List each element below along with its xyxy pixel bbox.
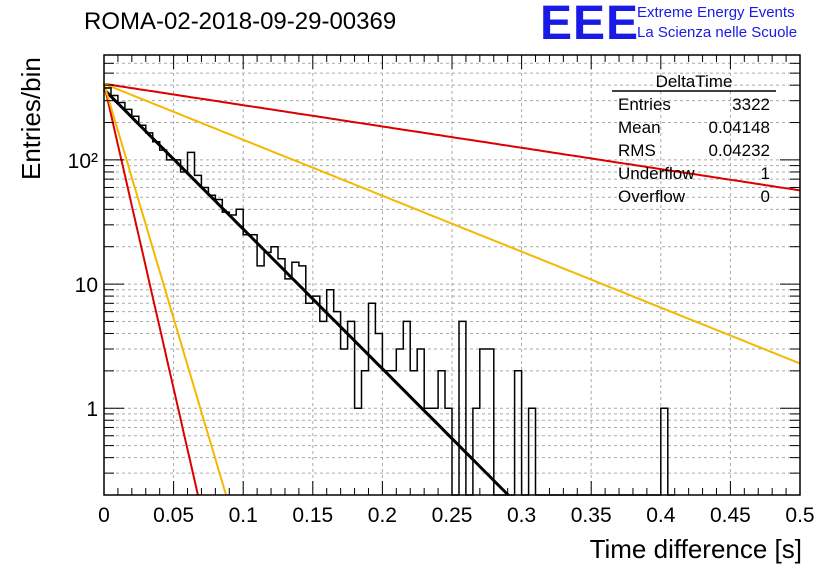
x-axis-label: Time difference [s] <box>589 534 802 564</box>
y-tick-label: 10 <box>75 274 98 297</box>
x-tick-label: 0.15 <box>292 504 333 527</box>
fit-curve <box>103 83 199 496</box>
stats-label: Mean <box>618 118 661 137</box>
x-tick-label: 0.5 <box>785 504 814 527</box>
stats-label: Overflow <box>618 187 686 206</box>
fit-curve <box>103 83 228 496</box>
fit-curve <box>103 82 801 192</box>
stats-value: 1 <box>761 164 770 183</box>
stats-box: DeltaTime Entries 3322 Mean 0.04148 RMS 0.042… <box>612 72 776 206</box>
histogram-outline <box>103 87 675 496</box>
stats-value: 0.04232 <box>709 141 770 160</box>
y-tick-label: 1 <box>86 398 98 421</box>
x-tick-label: 0.25 <box>432 504 473 527</box>
logo-subtitle-2: La Scienza nelle Scuole <box>637 24 798 41</box>
stats-title: DeltaTime <box>656 72 733 91</box>
stats-value: 3322 <box>732 95 770 114</box>
fit-curves <box>102 82 801 497</box>
x-tick-label: 0.35 <box>571 504 612 527</box>
x-tick-label: 0.1 <box>229 504 258 527</box>
chart-title: ROMA-02-2018-09-29-00369 <box>84 8 397 35</box>
x-tick-label: 0.2 <box>368 504 397 527</box>
x-tick-label: 0.45 <box>710 504 751 527</box>
tick-labels: 0 0.05 0.1 0.15 0.2 0.25 0.3 0.35 0.4 0.45 0.51101… <box>68 150 815 527</box>
histogram-bars <box>103 87 675 496</box>
stats-label: Underflow <box>618 164 695 183</box>
eee-logo: EEE <box>540 0 640 50</box>
stats-value: 0 <box>761 187 770 206</box>
y-axis-label: Entries/bin <box>16 57 46 180</box>
y-tick-label: 10² <box>68 150 98 173</box>
axis-ticks <box>103 54 801 496</box>
stats-value: 0.04148 <box>709 118 770 137</box>
stats-label: Entries <box>618 95 671 114</box>
fit-curve <box>103 82 801 365</box>
x-tick-label: 0.3 <box>507 504 536 527</box>
stats-label: RMS <box>618 141 656 160</box>
x-tick-label: 0.4 <box>646 504 676 527</box>
x-tick-label: 0.05 <box>153 504 194 527</box>
logo-subtitle-1: Extreme Energy Events <box>637 4 795 21</box>
fit-curve <box>102 88 510 497</box>
x-tick-label: 0 <box>98 504 110 527</box>
